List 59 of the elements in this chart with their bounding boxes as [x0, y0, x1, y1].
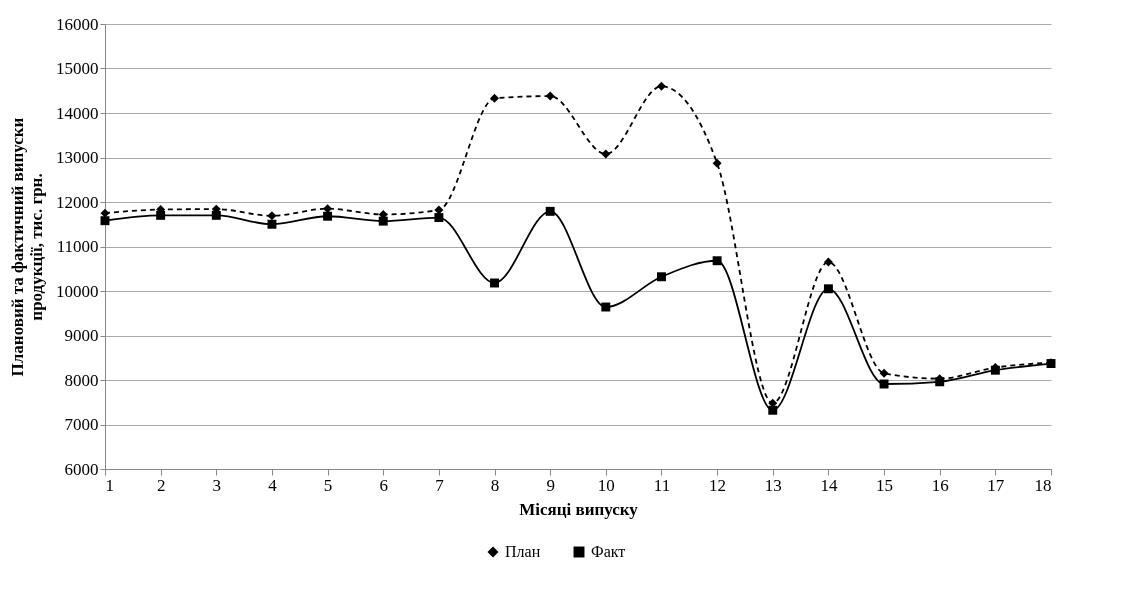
x-tick-label: 7: [435, 475, 445, 495]
legend-label: План: [505, 543, 541, 560]
point: [545, 206, 555, 216]
point: [712, 256, 722, 266]
y-tick-label: 16000: [56, 14, 99, 34]
point: [100, 216, 110, 226]
legend-label: Факт: [591, 543, 626, 560]
x-tick-label: 6: [379, 475, 388, 495]
y-tick-label: 12000: [56, 192, 99, 212]
x-tick-label: 5: [323, 475, 333, 495]
x-tick-label: 16: [931, 475, 949, 495]
point: [1046, 359, 1056, 369]
y-tick-label: 13000: [56, 148, 99, 167]
point: [156, 210, 166, 220]
y-tick-label: 7000: [64, 415, 99, 434]
point: [879, 368, 889, 378]
point: [323, 211, 333, 221]
x-tick-label: 8: [490, 475, 500, 495]
x-tick-label: 17: [987, 475, 1005, 495]
x-tick-label: 12: [709, 475, 727, 495]
point: [100, 208, 110, 218]
y-tick-label: 11000: [56, 237, 99, 256]
point: [768, 405, 778, 415]
point: [879, 379, 889, 389]
y-tick-label: 6000: [64, 459, 99, 479]
y-tick-label: 14000: [56, 103, 99, 123]
point: [823, 257, 833, 267]
point: [267, 219, 277, 229]
x-tick-label: 9: [546, 475, 555, 495]
x-tick-label: 13: [764, 475, 782, 495]
point: [601, 149, 611, 159]
point: [601, 302, 611, 312]
point: [657, 272, 666, 282]
point: [823, 284, 833, 294]
y-tick-label: 15000: [56, 59, 99, 78]
x-tick-label: 10: [597, 475, 615, 495]
y-tick-label: 9000: [64, 326, 99, 345]
x-tick-label: 2: [156, 475, 166, 495]
y-tick-label: 10000: [56, 281, 99, 301]
x-tick-label: 14: [820, 475, 838, 495]
x-tick-label: 4: [268, 475, 278, 495]
y-axis-title: Плановий та фактичний випуски продукції, тис. грн.: [8, 117, 46, 377]
point: [434, 205, 444, 215]
x-tick-label: 18: [1034, 475, 1052, 495]
point: [712, 158, 722, 168]
point: [267, 211, 277, 221]
x-tick-label: 15: [876, 475, 894, 495]
point: [490, 93, 499, 103]
x-tick-label: 1: [105, 475, 114, 495]
point: [211, 210, 221, 220]
point: [657, 81, 666, 91]
point: [545, 91, 555, 101]
x-tick-label: 3: [212, 475, 222, 495]
point: [434, 213, 444, 223]
x-axis-title: Місяці випуску: [519, 499, 639, 519]
x-tick-label: 11: [653, 475, 671, 495]
y-tick-label: 8000: [64, 370, 99, 390]
point: [378, 216, 388, 226]
point: [490, 278, 499, 288]
